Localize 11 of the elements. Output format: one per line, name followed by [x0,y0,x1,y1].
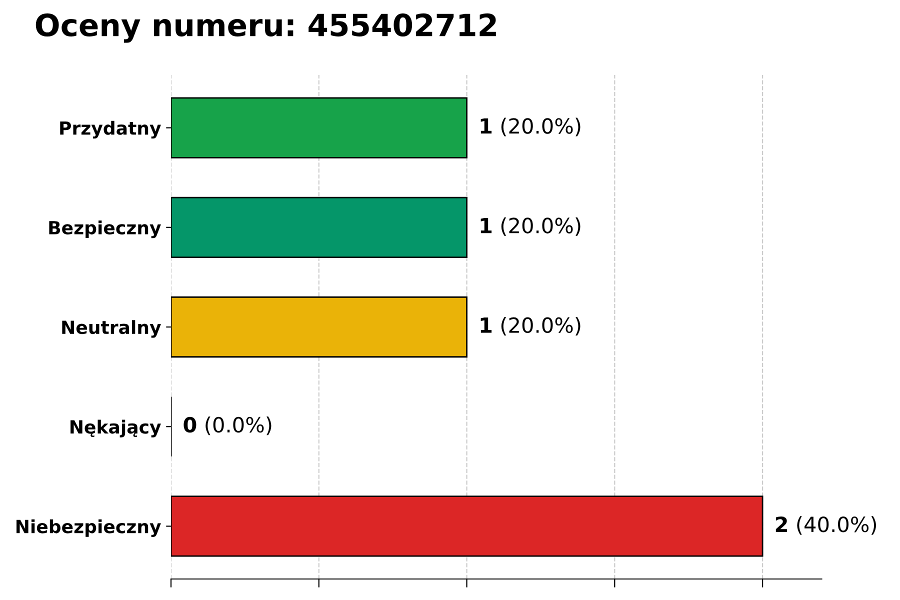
y-tick-label: Bezpieczny [49,220,161,238]
data-label: 1 (20.0%) [480,217,580,236]
y-tick-label: Niebezpieczny [16,519,161,537]
data-label: 1 (20.0%) [480,316,580,336]
y-tick-label: Neutralny [62,320,161,338]
y-tick-label: Przydatny [60,120,161,139]
chart-title: Oceny numeru: 455402712 [36,13,496,43]
data-label: 2 (40.0%) [776,516,876,535]
y-tick-label: Nękający [70,420,161,438]
data-label: 0 (0.0%) [184,416,272,436]
data-label: 1 (20.0%) [480,118,580,136]
